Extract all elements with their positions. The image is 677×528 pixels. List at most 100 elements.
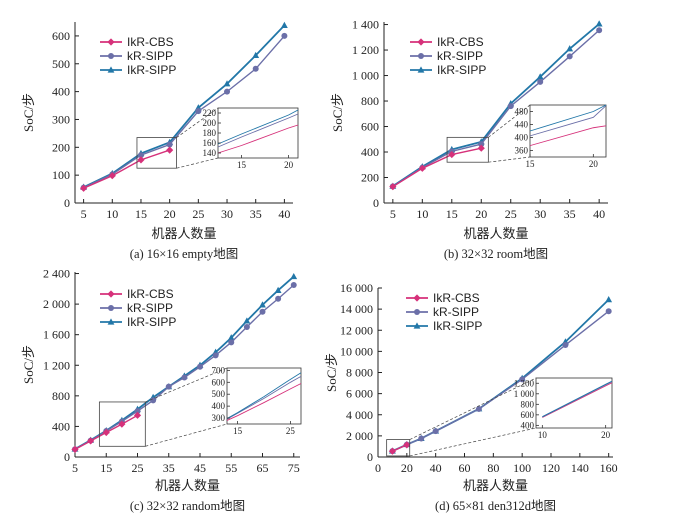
y-tick-label: 6 000: [346, 387, 373, 401]
data-point-kR-SIPP: [150, 397, 157, 404]
y-axis-label: SoC/步: [324, 353, 339, 392]
zoom-connector-line: [145, 423, 228, 447]
y-tick-label: 4 000: [346, 408, 373, 422]
inset-y-tick-label: 480: [515, 107, 529, 117]
y-tick-label: 600: [52, 29, 70, 43]
data-point-IkR-CBS: [388, 447, 397, 455]
data-point-kR-SIPP: [197, 363, 203, 370]
data-point-IkR-CBS: [102, 428, 110, 437]
inset-series-line-kR-SIPP: [226, 375, 302, 420]
data-point-kR-SIPP: [478, 141, 485, 148]
data-point-kR-SIPP: [281, 32, 288, 39]
data-point-kR-SIPP: [596, 27, 603, 34]
x-tick-label: 55: [225, 461, 237, 475]
data-point-kR-SIPP: [137, 152, 144, 159]
panel-caption: (d) 65×81 den312d地图: [435, 499, 556, 513]
legend-entry-label: kR-SIPP: [127, 49, 173, 63]
x-tick-label: 60: [459, 461, 471, 475]
x-tick-label: 20: [475, 207, 487, 221]
data-point-IkR-SIPP: [227, 334, 235, 341]
data-point-kR-SIPP: [605, 308, 612, 315]
chart-panel-1: 5 10 15 20 25 30 35 400100200300400500600机器人数量S…: [21, 21, 299, 261]
y-tick-label: 14 000: [340, 302, 373, 316]
inset-y-tick-label: 180: [203, 128, 217, 138]
inset-series-line-kR-SIPP: [217, 113, 299, 148]
panel-caption: (b) 32×32 room地图: [444, 247, 548, 261]
data-point-kR-SIPP: [432, 428, 439, 435]
legend-entry-label: IkR-CBS: [127, 35, 174, 49]
x-tick-label: 15: [100, 461, 112, 475]
data-point-IkR-SIPP: [605, 296, 613, 303]
y-axis-label: SoC/步: [330, 93, 345, 132]
legend-swatch-marker: [418, 53, 424, 59]
data-point-IkR-SIPP: [290, 272, 298, 280]
x-tick-label: 65: [257, 461, 269, 475]
x-tick-label: 20: [401, 461, 413, 475]
inset-y-tick-label: 1 200: [514, 378, 535, 388]
y-tick-label: 800: [361, 94, 379, 108]
data-point-kR-SIPP: [181, 374, 188, 381]
inset-y-tick-label: 360: [515, 146, 529, 156]
inset-x-tick-label: 20: [601, 430, 611, 440]
x-tick-label: 25: [192, 207, 204, 221]
x-tick-label: 10: [416, 207, 428, 221]
y-tick-label: 12 000: [340, 323, 373, 337]
y-tick-label: 0: [367, 450, 373, 464]
data-point-IkR-CBS: [133, 411, 142, 419]
legend-swatch-marker: [413, 322, 421, 329]
legend-swatch-marker: [108, 53, 114, 59]
inset-y-tick-label: 500: [212, 389, 226, 399]
series-line-IkR-CBS: [392, 147, 482, 188]
zoom-connector-line: [409, 377, 537, 440]
legend-entry-label: kR-SIPP: [433, 305, 479, 319]
x-tick-label: 30: [534, 207, 546, 221]
data-point-IkR-CBS: [477, 144, 485, 152]
y-tick-label: 100: [52, 168, 70, 182]
data-point-IkR-SIPP: [566, 45, 574, 52]
inset-series-line-IkR-CBS: [217, 124, 299, 154]
data-point-IkR-CBS: [80, 184, 88, 192]
data-point-kR-SIPP: [195, 108, 202, 115]
x-tick-label: 25: [505, 207, 517, 221]
legend-entry-label: IkR-CBS: [433, 291, 480, 305]
data-point-kR-SIPP: [562, 342, 569, 349]
data-point-IkR-SIPP: [259, 301, 266, 308]
x-tick-label: 75: [288, 461, 300, 475]
legend-swatch-marker: [107, 290, 115, 298]
data-point-IkR-SIPP: [536, 73, 544, 80]
legend-swatch-marker: [413, 294, 421, 302]
data-point-IkR-CBS: [108, 172, 116, 180]
data-point-IkR-CBS: [448, 150, 456, 159]
x-tick-label: 15: [446, 207, 458, 221]
zoom-connector-line: [488, 156, 531, 163]
data-point-IkR-CBS: [389, 183, 397, 191]
inset-series-line-IkR-SIPP: [529, 104, 607, 132]
data-point-kR-SIPP: [243, 324, 250, 331]
data-point-kR-SIPP: [507, 103, 514, 110]
x-tick-label: 15: [135, 207, 147, 221]
x-tick-label: 100: [513, 461, 531, 475]
legend-entry-label: IkR-SIPP: [433, 319, 482, 333]
inset-x-tick-label: 15: [526, 159, 536, 169]
inset-series-line-IkR-CBS: [226, 383, 302, 421]
inset-series-line-kR-SIPP: [529, 105, 607, 137]
x-tick-label: 40: [430, 461, 442, 475]
inset-y-tick-label: 440: [515, 120, 529, 130]
data-point-kR-SIPP: [275, 295, 282, 302]
zoom-region-box: [98, 401, 146, 447]
y-tick-label: 500: [52, 57, 70, 71]
x-tick-label: 35: [564, 207, 576, 221]
y-tick-label: 2 400: [43, 267, 70, 281]
data-point-IkR-CBS: [403, 441, 411, 449]
inset-y-tick-label: 160: [203, 138, 217, 148]
legend-swatch-marker: [107, 38, 115, 46]
x-tick-label: 160: [600, 461, 618, 475]
x-tick-label: 5: [390, 207, 396, 221]
data-point-kR-SIPP: [537, 78, 544, 85]
data-point-kR-SIPP: [475, 405, 482, 412]
y-tick-label: 1 000: [352, 69, 379, 83]
panel-caption: (c) 32×32 random地图: [130, 499, 245, 513]
inset-y-tick-label: 700: [212, 365, 226, 375]
data-point-kR-SIPP: [165, 383, 172, 390]
